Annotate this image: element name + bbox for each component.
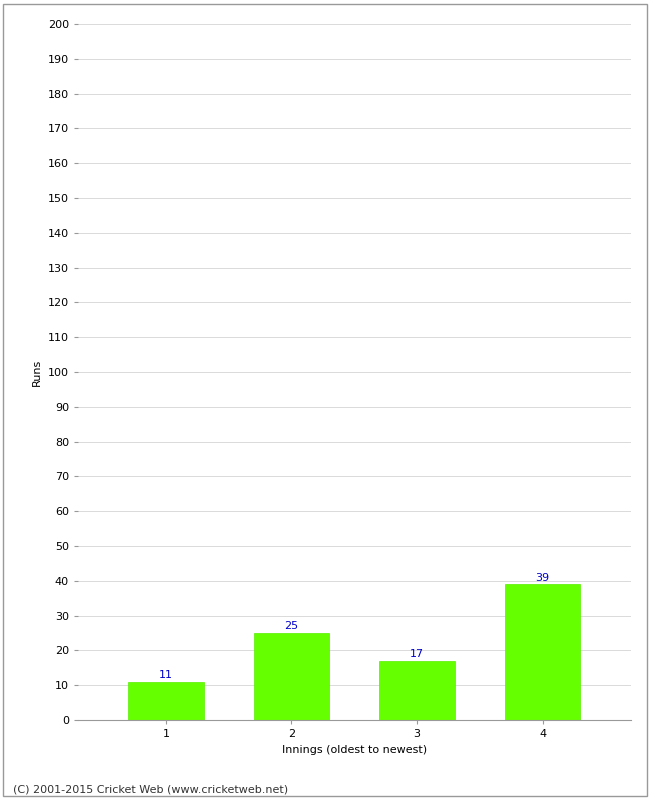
- Text: (C) 2001-2015 Cricket Web (www.cricketweb.net): (C) 2001-2015 Cricket Web (www.cricketwe…: [13, 784, 288, 794]
- X-axis label: Innings (oldest to newest): Innings (oldest to newest): [281, 745, 427, 754]
- Bar: [254, 633, 329, 720]
- Text: 25: 25: [285, 622, 298, 631]
- Bar: [380, 661, 455, 720]
- Bar: [128, 682, 203, 720]
- Bar: [505, 584, 580, 720]
- Text: 17: 17: [410, 649, 424, 659]
- Y-axis label: Runs: Runs: [32, 358, 42, 386]
- Text: 11: 11: [159, 670, 173, 680]
- Text: 39: 39: [536, 573, 550, 582]
